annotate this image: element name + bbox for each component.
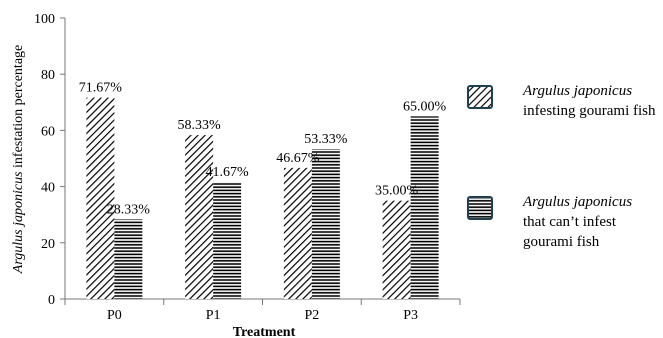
legend-label-italic: Argulus japonicus: [523, 83, 633, 99]
bars: [86, 97, 439, 299]
data-label: 28.33%: [107, 202, 151, 217]
bar-not-infesting: [311, 149, 340, 299]
bar-infesting: [283, 167, 312, 299]
data-label: 41.67%: [206, 165, 250, 180]
y-tick-label: 40: [41, 181, 55, 196]
bar-not-infesting: [213, 181, 242, 299]
y-axis-title-italic: Argulus japonicus: [11, 171, 26, 274]
bar-not-infesting: [410, 116, 439, 299]
x-tick-label: P0: [107, 308, 122, 323]
legend-label-rest: that can’t infest gourami fish: [523, 214, 617, 250]
x-axis-title: Treatment: [233, 325, 296, 338]
y-tick-label: 60: [41, 124, 55, 139]
bar-infesting: [382, 200, 411, 299]
y-tick-label: 0: [48, 293, 55, 308]
y-tick-label: 20: [41, 237, 55, 252]
data-label: 58.33%: [178, 118, 222, 133]
data-label: 71.67%: [79, 81, 123, 96]
x-tick-label: P1: [206, 308, 221, 323]
axes: 0 20 40 60 80 100 P0 P1 P2 P3: [34, 12, 461, 323]
y-tick-label: 100: [34, 12, 55, 27]
x-tick-label: P3: [403, 308, 418, 323]
bar-infesting: [86, 97, 115, 299]
legend-swatch-horizontal: [467, 196, 493, 220]
data-label: 53.33%: [304, 132, 348, 147]
data-label: 35.00%: [375, 184, 419, 199]
y-axis-title: Argulus japonicus infestation percentage: [11, 45, 26, 274]
y-axis-title-rest: infestation percentage: [11, 45, 26, 172]
data-labels: 71.67% 28.33% 58.33% 41.67% 46.67% 53.33% 35.0…: [79, 81, 447, 218]
bar-infesting: [185, 135, 214, 299]
legend-swatch-diagonal: [467, 85, 493, 109]
data-label: 65.00%: [403, 99, 447, 114]
legend-label-italic: Argulus japonicus: [523, 194, 633, 210]
data-label: 46.67%: [276, 151, 320, 166]
legend-label-rest: infesting gourami fish: [523, 103, 656, 119]
bar-not-infesting: [114, 219, 143, 299]
x-tick-label: P2: [304, 308, 319, 323]
y-tick-label: 80: [41, 68, 55, 83]
